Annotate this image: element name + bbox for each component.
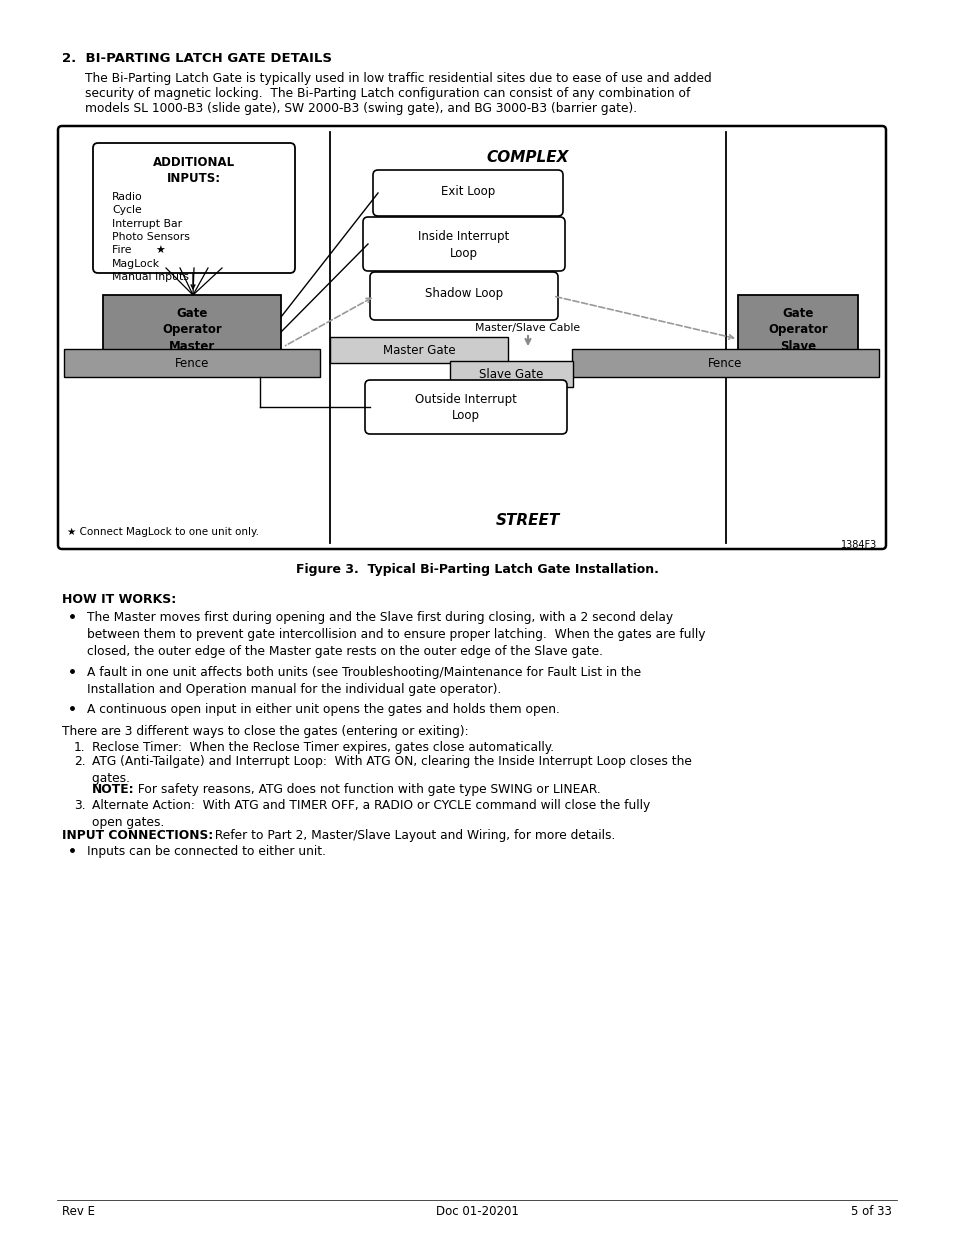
Text: Alternate Action:  With ATG and TIMER OFF, a RADIO or CYCLE command will close t: Alternate Action: With ATG and TIMER OFF… [91,799,650,829]
Text: Gate
Operator
Slave: Gate Operator Slave [767,308,827,353]
Text: Exit Loop: Exit Loop [440,185,495,198]
Text: Shadow Loop: Shadow Loop [424,287,502,300]
Text: 3.: 3. [74,799,86,811]
FancyBboxPatch shape [365,380,566,433]
Text: Slave Gate: Slave Gate [478,368,543,382]
Text: Master Gate: Master Gate [382,345,455,357]
Bar [450,361,573,387]
Text: 1384F3: 1384F3 [840,540,876,550]
Text: Refer to Part 2, Master/Slave Layout and Wiring, for more details.: Refer to Part 2, Master/Slave Layout and… [207,829,615,842]
Text: Master/Slave Cable: Master/Slave Cable [475,324,580,333]
FancyBboxPatch shape [363,217,564,270]
Text: Fence: Fence [174,357,209,370]
Text: HOW IT WORKS:: HOW IT WORKS: [62,593,176,606]
Text: models SL 1000-B3 (slide gate), SW 2000-B3 (swing gate), and BG 3000-B3 (barrier: models SL 1000-B3 (slide gate), SW 2000-… [85,103,637,115]
Text: Rev E: Rev E [62,1205,95,1218]
Bar [738,295,857,373]
Text: Inputs can be connected to either unit.: Inputs can be connected to either unit. [87,845,326,858]
Text: The Bi-Parting Latch Gate is typically used in low traffic residential sites due: The Bi-Parting Latch Gate is typically u… [85,72,711,85]
Text: security of magnetic locking.  The Bi-Parting Latch configuration can consist of: security of magnetic locking. The Bi-Par… [85,86,690,100]
Text: INPUT CONNECTIONS:: INPUT CONNECTIONS: [62,829,213,842]
Text: 2.: 2. [74,755,86,768]
FancyBboxPatch shape [373,170,562,216]
Text: 5 of 33: 5 of 33 [850,1205,891,1218]
Bar [572,350,878,377]
Text: The Master moves first during opening and the Slave first during closing, with a: The Master moves first during opening an… [87,611,705,658]
Bar [64,350,319,377]
Text: COMPLEX: COMPLEX [486,149,569,165]
FancyBboxPatch shape [370,272,558,320]
Text: NOTE:: NOTE: [91,783,134,797]
Text: There are 3 different ways to close the gates (entering or exiting):: There are 3 different ways to close the … [62,725,468,739]
Text: ADDITIONAL
INPUTS:: ADDITIONAL INPUTS: [152,156,234,185]
Text: Gate
Operator
Master: Gate Operator Master [162,308,222,353]
Text: ATG (Anti-Tailgate) and Interrupt Loop:  With ATG ON, clearing the Inside Interr: ATG (Anti-Tailgate) and Interrupt Loop: … [91,755,691,785]
Bar [330,337,507,363]
Text: 2.  BI-PARTING LATCH GATE DETAILS: 2. BI-PARTING LATCH GATE DETAILS [62,52,332,65]
Text: Figure 3.  Typical Bi-Parting Latch Gate Installation.: Figure 3. Typical Bi-Parting Latch Gate … [295,563,658,576]
Text: Outside Interrupt
Loop: Outside Interrupt Loop [415,393,517,422]
Text: ★ Connect MagLock to one unit only.: ★ Connect MagLock to one unit only. [67,527,258,537]
Text: For safety reasons, ATG does not function with gate type SWING or LINEAR.: For safety reasons, ATG does not functio… [130,783,600,797]
Text: 1.: 1. [74,741,86,755]
Bar [103,295,281,373]
Text: Reclose Timer:  When the Reclose Timer expires, gates close automatically.: Reclose Timer: When the Reclose Timer ex… [91,741,554,755]
Text: STREET: STREET [496,513,559,529]
Text: A continuous open input in either unit opens the gates and holds them open.: A continuous open input in either unit o… [87,703,559,716]
Text: Inside Interrupt
Loop: Inside Interrupt Loop [418,230,509,259]
Text: Fence: Fence [707,357,741,370]
Text: Doc 01-20201: Doc 01-20201 [436,1205,517,1218]
Text: Radio
Cycle
Interrupt Bar
Photo Sensors
Fire       ★
MagLock
Manual Inputs: Radio Cycle Interrupt Bar Photo Sensors … [112,191,190,282]
Text: A fault in one unit affects both units (see Troubleshooting/Maintenance for Faul: A fault in one unit affects both units (… [87,666,640,697]
FancyBboxPatch shape [58,126,885,550]
FancyBboxPatch shape [92,143,294,273]
